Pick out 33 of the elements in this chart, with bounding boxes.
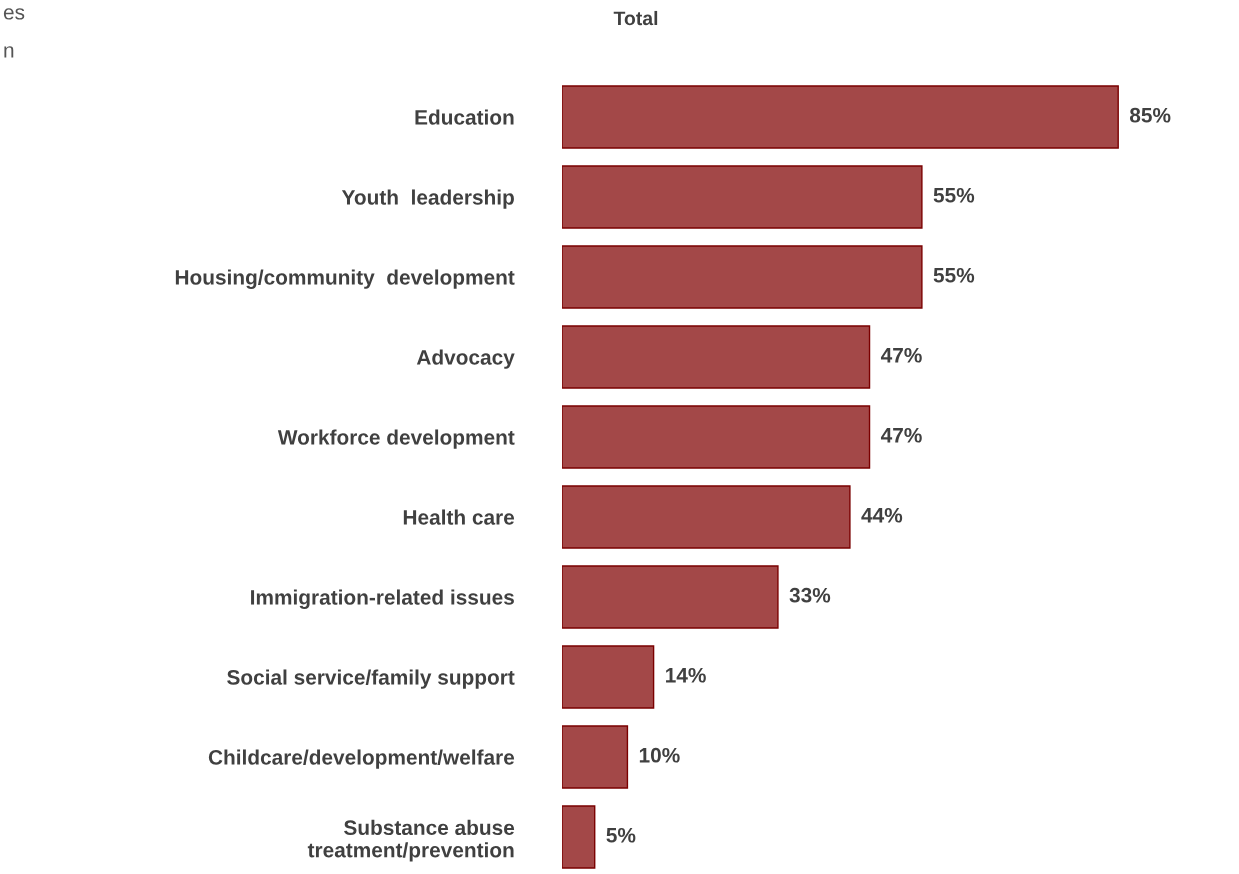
data-label: 55% bbox=[933, 187, 975, 203]
y-tick-label: Childcare/development/welfare bbox=[208, 749, 515, 769]
y-tick-label: Substance abuse treatment/prevention bbox=[307, 819, 515, 862]
y-tick-label: Immigration-related issues bbox=[251, 589, 514, 609]
bar bbox=[562, 725, 629, 789]
y-tick-label: Workforce development bbox=[277, 429, 515, 449]
data-label: 14% bbox=[666, 667, 706, 683]
y-tick-label: Education bbox=[415, 109, 514, 125]
bar bbox=[562, 805, 596, 869]
bar bbox=[562, 85, 1119, 149]
bar bbox=[562, 485, 851, 549]
y-tick-label: Advocacy bbox=[416, 349, 515, 369]
data-label: 33% bbox=[789, 587, 831, 603]
y-tick-label: Health care bbox=[403, 509, 515, 525]
y-tick-label: Social service/family support bbox=[227, 669, 515, 689]
data-label: 47% bbox=[880, 347, 922, 363]
bar bbox=[562, 325, 871, 389]
text: n bbox=[4, 46, 14, 58]
y-tick-label: Housing/community development bbox=[175, 269, 515, 289]
bar bbox=[562, 565, 779, 629]
data-label: 47% bbox=[880, 427, 922, 443]
bar bbox=[562, 165, 923, 229]
bar bbox=[562, 645, 655, 709]
data-label: 10% bbox=[639, 747, 680, 763]
y-tick-label: Youth leadership bbox=[341, 189, 514, 209]
chart-title: Total bbox=[613, 10, 658, 26]
data-label: 5% bbox=[606, 827, 636, 843]
data-label: 44% bbox=[861, 507, 903, 523]
data-label: 55% bbox=[933, 267, 975, 283]
bar bbox=[562, 405, 871, 469]
bar bbox=[562, 245, 923, 309]
data-label: 85% bbox=[1129, 107, 1171, 123]
text: es bbox=[3, 8, 25, 20]
